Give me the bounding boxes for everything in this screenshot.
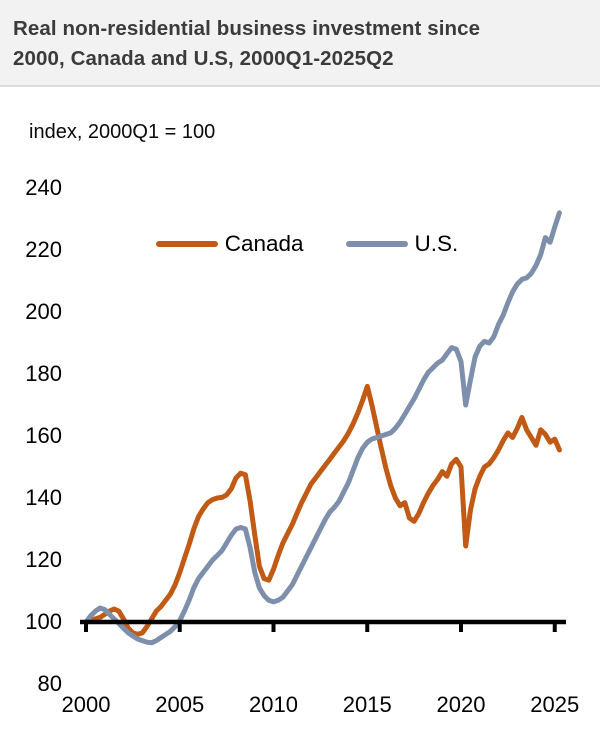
y-tick-label: 180 — [25, 361, 62, 386]
us-line-swatch — [345, 241, 408, 247]
y-tick-label: 200 — [25, 299, 62, 324]
x-tick-label: 2010 — [249, 692, 298, 717]
x-tick-label: 2000 — [61, 692, 111, 717]
chart-title-line1: Real non-residential business investment… — [13, 17, 481, 40]
x-tick-label: 2020 — [436, 692, 486, 717]
legend-label-us: U.S. — [414, 231, 459, 256]
axis-unit-label: index, 2000Q1 = 100 — [29, 121, 216, 143]
y-tick-label: 140 — [25, 485, 62, 510]
chart-header: Real non-residential business investment… — [0, 0, 600, 87]
y-tick-label: 240 — [25, 175, 62, 200]
us-series-line — [83, 210, 562, 646]
canada-series-line — [83, 383, 562, 637]
y-tick-label: 220 — [25, 237, 62, 262]
legend-item-canada: Canada — [155, 231, 304, 257]
canada-line-swatch — [155, 241, 218, 247]
chart-title-line2: 2000, Canada and U.S, 2000Q1-2025Q2 — [13, 47, 394, 70]
legend: Canada U.S. — [14, 231, 600, 257]
x-tick-label: 2005 — [155, 692, 205, 717]
y-tick-label: 100 — [25, 609, 62, 634]
chart-title: Real non-residential business investment… — [0, 0, 600, 74]
x-tick-label: 2015 — [342, 692, 392, 717]
legend-label-canada: Canada — [224, 231, 304, 256]
y-tick-label: 120 — [25, 547, 62, 572]
x-tick-label: 2025 — [530, 692, 580, 717]
y-tick-label: 80 — [37, 671, 62, 696]
y-tick-label: 160 — [25, 423, 62, 448]
legend-item-us: U.S. — [345, 231, 459, 257]
